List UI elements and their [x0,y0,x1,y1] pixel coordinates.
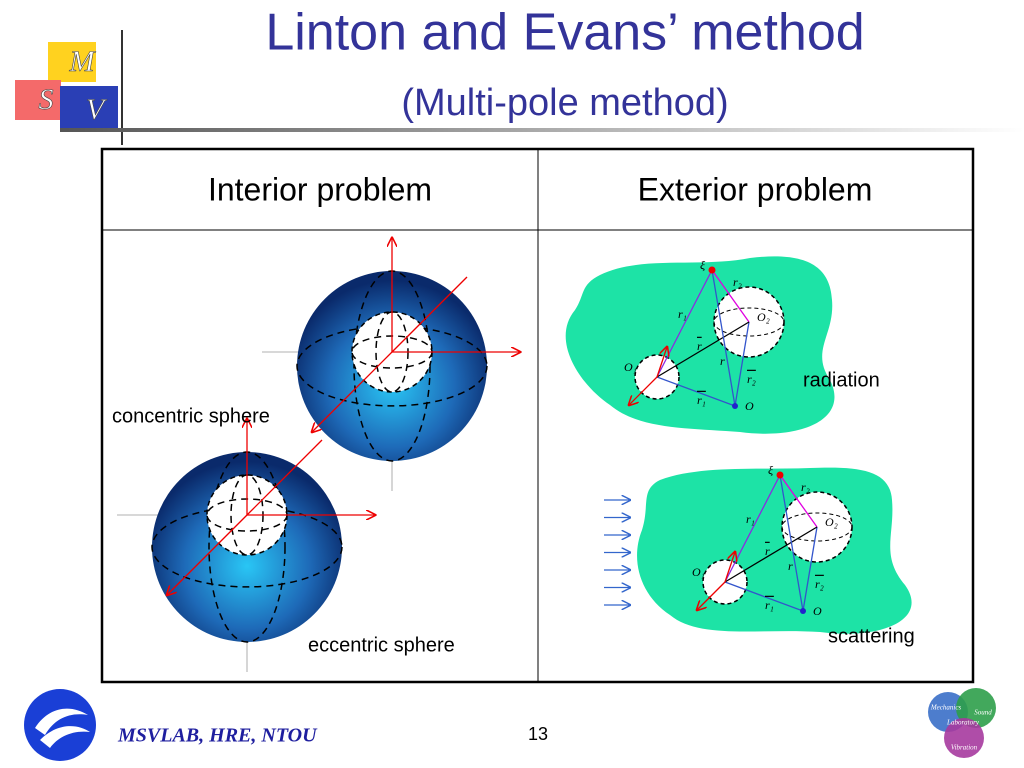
interior-diagram [117,238,522,672]
symbol: O₁ [624,360,637,374]
vector [724,474,781,583]
badge-text: Mechanics [930,704,962,712]
slide-title: Linton and Evans’ method [265,4,864,62]
source-point [776,471,784,479]
axis-arrow [724,552,735,583]
symbol: O [813,604,822,618]
symbol: r₂ [801,480,810,494]
diagram-label: radiation [803,369,880,391]
vector [656,321,750,378]
axis [246,439,323,516]
diagram-label: scattering [828,625,915,647]
page-number: 13 [528,724,548,744]
origin-point [732,403,738,409]
exterior-diagram: ξ r₂ r₁ O₂ r r O₁ r₂ r₁ Oξ r₂ r₁ O₂ r r O₁ r₂ r₁ O [604,258,853,618]
symbol: r₁ [678,307,687,321]
symbol: r₂ [733,275,742,289]
vector [734,321,750,407]
vector [724,581,804,612]
symbol: r [697,339,702,353]
badge-text: Sound [974,709,992,717]
axis-arrow [697,581,726,610]
domain [637,467,912,634]
column-header: Interior problem [208,171,432,207]
axis-arrow [312,351,393,432]
logo-letter: V [86,93,108,126]
vector [779,474,804,612]
symbol: r₂ [747,372,756,386]
logo: M S V [15,30,1024,145]
source-point [708,266,716,274]
symbol: O [745,399,754,413]
vector [802,526,818,612]
symbol: r₁ [765,598,774,612]
axis-arrow [167,514,248,595]
footer-logo [24,689,96,761]
logo-letter: M [69,45,97,78]
symbol: r [765,544,770,558]
diagram-label: concentric sphere [112,405,270,427]
symbol: O₂ [757,310,770,324]
origin-point [800,608,806,614]
column-header: Exterior problem [638,171,873,207]
vector [711,269,736,407]
table [100,147,975,684]
badge-text: Laboratory [946,719,980,727]
vector [779,474,818,528]
symbol: r₂ [815,577,824,591]
symbol: r [720,354,725,368]
symbol: ξ [768,463,774,477]
footer-lab: MSVLAB, HRE, NTOU [117,725,318,747]
axis [391,276,468,353]
symbol: r₁ [697,393,706,407]
vector [711,269,750,323]
badge: Mechanics Sound Laboratory Vibration [928,688,996,758]
symbol: O₁ [692,565,705,579]
symbol: ξ [700,258,706,272]
vector [656,269,713,378]
diagram-label: eccentric sphere [308,634,455,656]
axis-arrow [629,376,658,405]
badge-text: Vibration [951,744,978,752]
symbol: O₂ [825,515,838,529]
meridian [781,512,853,542]
symbol: r [788,559,793,573]
logo-letter: S [39,83,54,116]
meridian [713,307,785,337]
slide-subtitle: (Multi-pole method) [401,82,728,124]
symbol: r₁ [746,512,755,526]
axis-arrow [656,347,667,378]
vector [656,376,736,407]
vector [724,526,818,583]
